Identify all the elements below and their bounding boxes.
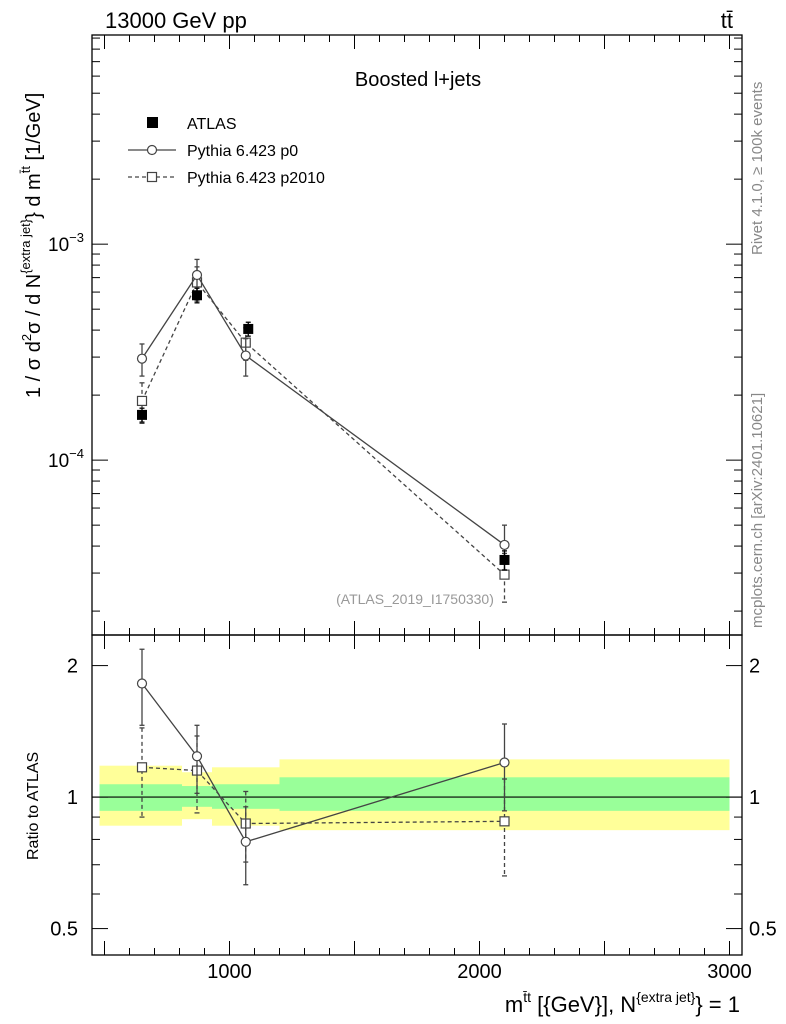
main-y-ticks: 10−3 10−4 <box>48 35 742 635</box>
ylabel-part-a: 1 / σ d <box>23 341 45 398</box>
xlabel-part-a: m <box>505 992 523 1017</box>
header-energy-label: 13000 GeV pp <box>105 8 247 33</box>
main-y-tick-label: 10−4 <box>48 446 84 472</box>
main-line-pythia-6-423-p2010 <box>141 281 505 576</box>
main-y-axis-label: 1 / σ d2σ / d N{extra jet}} d mt̄t [1/Ge… <box>18 93 45 398</box>
ratio-y-tick-label-left: 1 <box>67 787 78 809</box>
ratio-series-layer <box>136 648 510 886</box>
ratio-line-pythia-6-423-p2010 <box>141 766 505 825</box>
ratio-point-pythia-6-423-p0 <box>499 757 510 768</box>
legend: ATLAS Pythia 6.423 p0 Pythia 6.423 p2010 <box>128 116 325 187</box>
ratio-point-pythia-6-423-p2010 <box>136 762 148 773</box>
legend-p2010-label: Pythia 6.423 p2010 <box>187 170 325 187</box>
legend-p0-marker <box>146 144 158 156</box>
main-line-pythia-6-423-p0 <box>141 273 505 546</box>
x-tick-label: 2000 <box>457 961 502 983</box>
main-point-pythia-6-423-p2010 <box>136 395 148 407</box>
ratio-y-tick-label-right: 1 <box>749 787 760 809</box>
ratio-point-pythia-6-423-p0 <box>240 836 251 847</box>
analysis-tag: (ATLAS_2019_I1750330) <box>336 591 494 607</box>
xlabel-sup-b: {extra jet} <box>636 989 695 1005</box>
main-point-pythia-6-423-p0 <box>136 353 148 364</box>
ylabel-sup-c: t̄t <box>18 166 33 174</box>
xlabel-part-b: [{GeV}], N <box>531 992 636 1017</box>
rivet-version-label: Rivet 4.1.0, ≥ 100k events <box>749 82 766 255</box>
ratio-y-tick-label-left: 0.5 <box>50 919 78 941</box>
legend-p0-label: Pythia 6.423 p0 <box>187 143 298 160</box>
xlabel-part-c: } = 1 <box>695 992 740 1017</box>
ratio-point-pythia-6-423-p2010 <box>499 816 510 827</box>
main-point-atlas <box>499 554 510 565</box>
legend-atlas-label: ATLAS <box>187 116 237 133</box>
xlabel-sup-a: t̄t <box>523 989 531 1005</box>
ratio-y-axis-label: Ratio to ATLAS <box>25 752 42 860</box>
ylabel-part-c: } d m <box>23 173 45 219</box>
ylabel-sup-a: 2 <box>19 334 34 341</box>
ratio-point-pythia-6-423-p0 <box>136 678 148 689</box>
main-point-atlas <box>243 323 254 334</box>
ratio-frame <box>91 634 743 956</box>
main-point-atlas <box>192 290 202 301</box>
main-y-tick-label: 10−3 <box>48 230 84 256</box>
x-axis-label: mt̄t [{GeV}], N{extra jet}} = 1 <box>505 989 740 1017</box>
main-series-layer <box>136 258 510 603</box>
ratio-band-inner <box>182 786 212 807</box>
legend-p2010-marker <box>146 171 158 183</box>
x-tick-label: 1000 <box>207 961 252 983</box>
main-title: Boosted l+jets <box>355 69 481 91</box>
ylabel-part-b: σ / d N <box>23 274 45 334</box>
mcplots-label: mcplots.cern.ch [arXiv:2401.10621] <box>749 393 766 628</box>
ratio-point-pythia-6-423-p0 <box>191 751 203 762</box>
ratio-y-tick-label-right: 0.5 <box>749 919 777 941</box>
ratio-line-pythia-6-423-p0 <box>141 683 505 843</box>
header-process-label: tt̄ <box>721 8 733 33</box>
ylabel-part-d: [1/GeV] <box>23 93 45 166</box>
ylabel-sup-b: {extra jet} <box>18 218 33 274</box>
legend-atlas-marker <box>147 117 158 128</box>
main-point-atlas <box>137 409 147 420</box>
ratio-uncertainty-bands <box>92 759 742 831</box>
x-tick-label: 3000 <box>707 961 752 983</box>
ratio-y-tick-label-right: 2 <box>749 656 760 678</box>
main-point-pythia-6-423-p2010 <box>499 569 510 580</box>
main-point-pythia-6-423-p0 <box>191 269 203 281</box>
main-point-pythia-6-423-p0 <box>499 539 510 551</box>
main-point-pythia-6-423-p0 <box>240 350 251 361</box>
ratio-ticks: 2 2 1 1 0.5 0.5 1000 2000 3000 <box>50 635 777 983</box>
ratio-y-tick-label-left: 2 <box>67 656 78 678</box>
